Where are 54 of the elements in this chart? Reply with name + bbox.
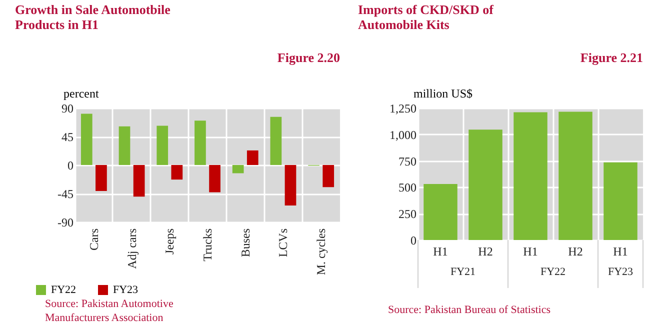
bar — [514, 112, 548, 240]
bar — [209, 165, 220, 192]
x-tick-label: H1 — [523, 244, 538, 258]
y-tick-label: 500 — [398, 180, 416, 195]
y-tick-label: 90 — [62, 102, 74, 116]
x-tick-label: Buses — [238, 228, 252, 258]
bar — [604, 162, 638, 240]
bar — [424, 184, 458, 240]
x-tick-label: Trucks — [200, 228, 214, 262]
y-tick-label: 0 — [68, 158, 74, 172]
x-tick-label: H1 — [433, 244, 448, 258]
x-tick-label: M. cycles — [314, 228, 328, 276]
bar — [96, 165, 107, 191]
y-tick-label: 0 — [410, 234, 416, 248]
y-tick-label: -45 — [58, 187, 74, 201]
bar — [468, 130, 502, 240]
y-axis-title: percent — [64, 86, 100, 100]
chart-title: Growth in Sale Automotbile Products in H1 — [15, 2, 171, 32]
bar — [270, 116, 282, 165]
y-tick-label: 1,000 — [390, 128, 416, 142]
x-tick-label: H2 — [568, 244, 583, 258]
chart-title: Imports of CKD/SKD of Automobile Kits — [358, 2, 494, 32]
x-tick-label: Jeeps — [162, 228, 177, 254]
bar — [80, 114, 92, 165]
bar — [558, 112, 592, 240]
x-tick-label: LCVs — [276, 228, 290, 258]
x-tick-label: Adj cars — [124, 228, 139, 269]
source-note: Source: Pakistan Automotive Manufacturers Association — [45, 298, 174, 324]
text: FY21 — [450, 266, 476, 278]
y-tick-label: 750 — [398, 154, 416, 168]
text: FY22 — [540, 266, 566, 278]
caption: Figure 2.20 — [277, 50, 340, 65]
y-tick-label: -90 — [58, 216, 74, 230]
bar — [133, 165, 145, 197]
y-tick-label: 45 — [62, 130, 74, 144]
bar — [322, 165, 334, 188]
x-tick-label: Cars — [86, 228, 101, 250]
y-tick-label: 1,250 — [390, 102, 416, 116]
bar — [171, 165, 183, 180]
legend-label: FY22 — [51, 284, 76, 296]
bar — [156, 126, 168, 165]
x-tick-label: H1 — [613, 244, 628, 258]
legend-label: FY23 — [113, 284, 139, 296]
source-note: Source: Pakistan Bureau of Statistics — [388, 304, 551, 316]
y-tick-label: 250 — [398, 207, 416, 222]
bar — [284, 165, 296, 206]
bar — [118, 126, 130, 165]
caption: Figure 2.21 — [580, 50, 643, 65]
y-axis-title: million US$ — [414, 86, 473, 100]
x-tick-label: H2 — [478, 244, 493, 258]
bar — [232, 165, 244, 174]
bar — [194, 120, 206, 165]
text: FY23 — [608, 266, 634, 278]
bar — [246, 150, 258, 165]
